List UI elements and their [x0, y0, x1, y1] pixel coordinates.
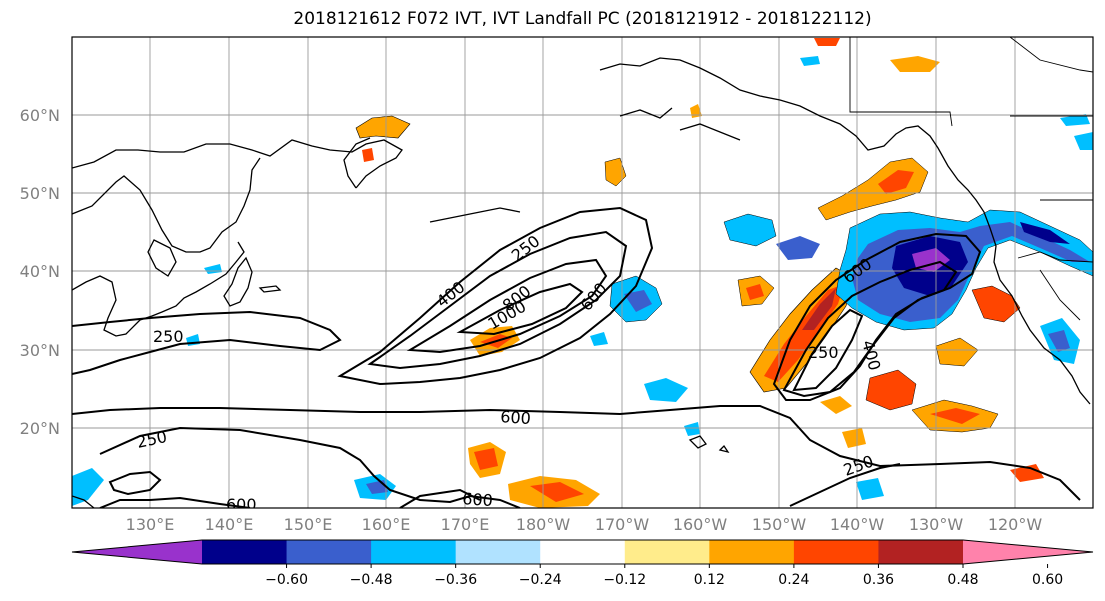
lon-label: 170°W — [595, 515, 650, 534]
anomaly-patch — [935, 337, 979, 367]
anomaly-patch — [856, 478, 884, 500]
colorbar-bin — [202, 540, 288, 564]
colorbar-tick-label: 0.36 — [863, 572, 894, 588]
colorbar-tick-label: 0.48 — [947, 572, 978, 588]
colorbar-bin — [371, 540, 457, 564]
lon-label: 130°W — [909, 515, 964, 534]
colorbar-tick-label: −0.48 — [350, 572, 393, 588]
anomaly-patch — [590, 332, 608, 346]
lon-label: 170°E — [441, 515, 490, 534]
lat-label: 50°N — [20, 184, 60, 203]
lon-label: 180°W — [516, 515, 571, 534]
lon-label: 150°E — [284, 515, 333, 534]
colorbar-tick-label: −0.24 — [519, 572, 562, 588]
anomaly-patch — [971, 285, 1021, 323]
map-frame — [71, 36, 1094, 509]
colorbar-bin — [709, 540, 795, 564]
lon-label: 130°E — [126, 515, 175, 534]
colorbar-bin — [286, 540, 372, 564]
ivt-contours — [72, 206, 1081, 508]
contour-label: 600 — [462, 489, 494, 510]
lon-label: 140°E — [205, 515, 254, 534]
lat-label: 40°N — [20, 262, 60, 281]
anomaly-patch — [814, 38, 840, 46]
colorbar-outline — [71, 539, 1094, 565]
anomaly-patch — [842, 428, 866, 448]
anomaly-patch — [474, 448, 498, 470]
anomaly-patch — [1060, 114, 1090, 126]
anomaly-patch — [355, 115, 411, 139]
contour-label: 250 — [808, 343, 839, 362]
colorbar-tick-label: −0.60 — [265, 572, 308, 588]
anomaly-patch — [878, 170, 914, 194]
colorbar-bin — [455, 540, 541, 564]
anomaly-patch — [690, 104, 702, 118]
lat-label: 30°N — [20, 341, 60, 360]
anomaly-patch — [624, 290, 652, 312]
anomaly-patch — [865, 369, 917, 411]
anomaly-patch — [820, 396, 852, 414]
anomaly-patch — [890, 56, 940, 72]
anomaly-patch — [1020, 222, 1070, 244]
lon-label: 160°E — [362, 515, 411, 534]
colorbar-bin — [878, 540, 964, 564]
anomaly-patch — [800, 56, 820, 66]
borders — [849, 37, 1093, 321]
colorbar-tick-label: −0.36 — [434, 572, 477, 588]
anomaly-patch — [746, 284, 764, 300]
anomaly-patch — [604, 157, 627, 187]
anomaly-patch — [1048, 330, 1070, 352]
anomaly-patch — [530, 482, 584, 502]
graticule — [72, 37, 1093, 508]
colorbar-extend-max — [963, 540, 1093, 564]
lon-label: 140°W — [830, 515, 885, 534]
lon-label: 160°W — [673, 515, 728, 534]
lon-label: 120°W — [988, 515, 1043, 534]
map-title: 2018121612 F072 IVT, IVT Landfall PC (20… — [293, 9, 872, 29]
colorbar: −0.60 −0.48 −0.36 −0.24 −0.12 0.12 0.24 0.36 0.4… — [71, 539, 1094, 588]
anomaly-patch — [802, 288, 836, 330]
lat-label: 20°N — [20, 419, 60, 438]
latitude-labels: 60°N 50°N 40°N 30°N 20°N — [20, 106, 60, 438]
colorbar-bin — [624, 540, 710, 564]
colorbar-tick-label: 0.24 — [778, 572, 809, 588]
colorbar-extend-min — [72, 540, 202, 564]
contour-label: 600 — [500, 407, 532, 428]
colorbar-bin — [793, 540, 879, 564]
colorbar-tick-label: −0.12 — [603, 572, 646, 588]
lon-label: 150°W — [752, 515, 807, 534]
anomaly-patch — [684, 422, 700, 436]
colorbar-tick-label: 0.12 — [694, 572, 725, 588]
colorbar-bin — [540, 540, 626, 564]
anomaly-patch — [204, 264, 222, 274]
anomaly-patch — [1074, 132, 1093, 150]
lat-label: 60°N — [20, 106, 60, 125]
anomaly-patch — [723, 213, 777, 247]
anomaly-patch — [776, 236, 820, 260]
contour-label: 600 — [226, 495, 257, 514]
colorbar-tick-label: 0.60 — [1032, 572, 1063, 588]
anomaly-patch — [1010, 464, 1044, 482]
longitude-labels: 130°E 140°E 150°E 160°E 170°E 180°W 170°… — [126, 515, 1043, 534]
contour-label: 250 — [153, 327, 184, 346]
anomaly-patch — [930, 408, 980, 424]
anomaly-patch — [362, 148, 374, 162]
anomaly-patch — [72, 468, 104, 506]
anomaly-patch — [644, 378, 688, 402]
